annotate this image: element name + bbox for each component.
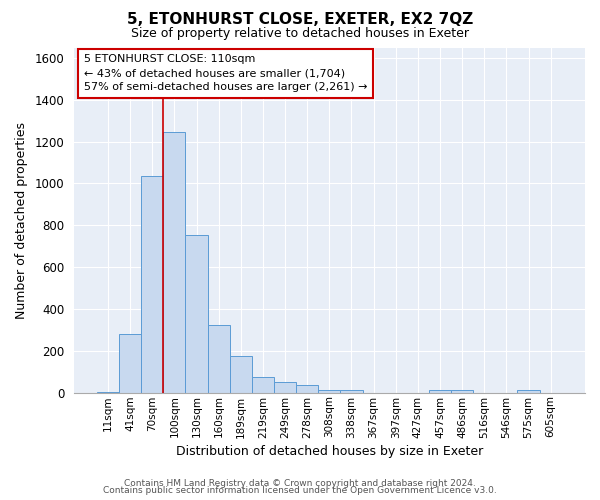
Bar <box>141 176 163 392</box>
Bar <box>252 377 274 392</box>
Bar <box>274 382 296 392</box>
Text: 5 ETONHURST CLOSE: 110sqm
← 43% of detached houses are smaller (1,704)
57% of se: 5 ETONHURST CLOSE: 110sqm ← 43% of detac… <box>84 54 367 92</box>
X-axis label: Distribution of detached houses by size in Exeter: Distribution of detached houses by size … <box>176 444 483 458</box>
Text: Contains HM Land Registry data © Crown copyright and database right 2024.: Contains HM Land Registry data © Crown c… <box>124 478 476 488</box>
Bar <box>185 234 208 392</box>
Bar <box>517 390 539 392</box>
Bar <box>429 390 451 392</box>
Bar <box>451 390 473 392</box>
Bar <box>296 386 318 392</box>
Bar <box>230 356 252 393</box>
Bar <box>340 390 362 392</box>
Bar <box>318 390 340 392</box>
Bar <box>208 324 230 392</box>
Text: Contains public sector information licensed under the Open Government Licence v3: Contains public sector information licen… <box>103 486 497 495</box>
Text: 5, ETONHURST CLOSE, EXETER, EX2 7QZ: 5, ETONHURST CLOSE, EXETER, EX2 7QZ <box>127 12 473 28</box>
Y-axis label: Number of detached properties: Number of detached properties <box>15 122 28 318</box>
Bar <box>163 132 185 392</box>
Bar <box>119 334 141 392</box>
Text: Size of property relative to detached houses in Exeter: Size of property relative to detached ho… <box>131 28 469 40</box>
